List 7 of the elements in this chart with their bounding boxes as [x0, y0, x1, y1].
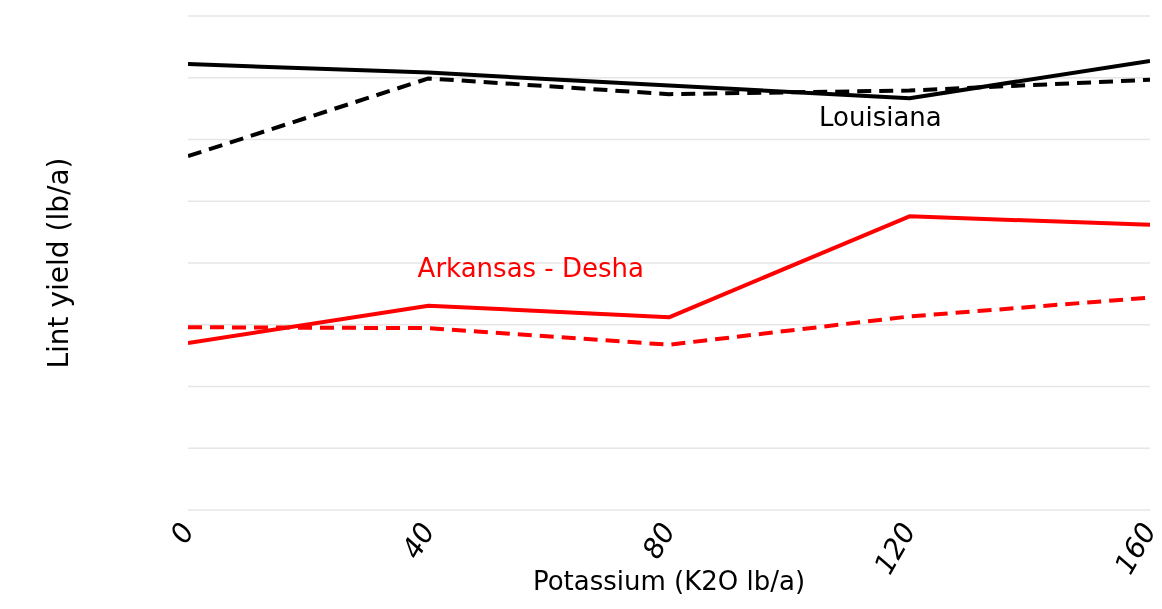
x-tick-label: 40	[395, 517, 442, 565]
y-axis-title: Lint yield (lb/a)	[41, 157, 75, 369]
x-axis-title: Potassium (K2O lb/a)	[532, 566, 806, 596]
x-tick-label: 80	[635, 517, 682, 565]
series-label: Louisiana	[819, 101, 942, 132]
x-tick-label: 0	[163, 517, 201, 549]
series-label: Arkansas - Desha	[417, 253, 644, 284]
